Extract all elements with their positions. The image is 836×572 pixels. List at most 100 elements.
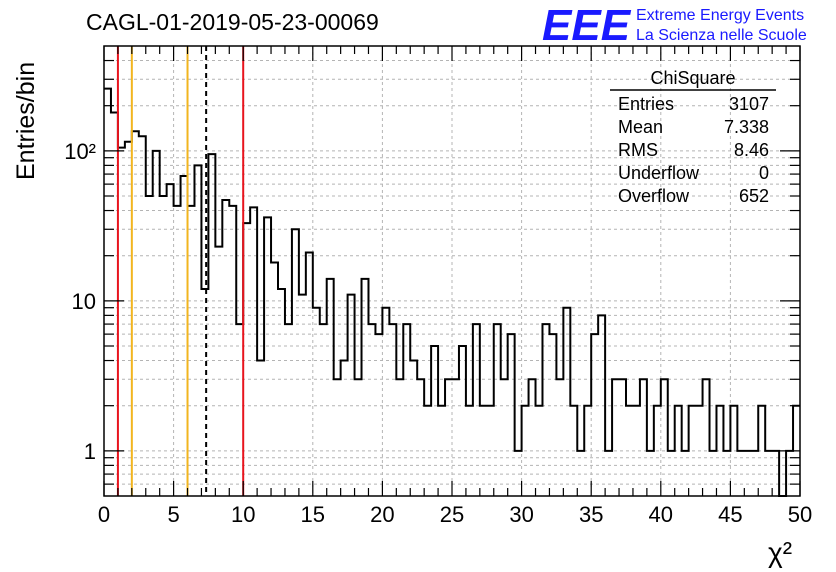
- histogram-outline: [104, 87, 800, 497]
- histogram-bin: [132, 131, 139, 496]
- histogram-bin: [278, 289, 285, 496]
- x-tick-label: 35: [579, 502, 603, 527]
- histogram-bin: [480, 406, 487, 496]
- histogram-bin: [473, 324, 480, 496]
- histogram-bin: [682, 451, 689, 496]
- histogram-bin: [570, 406, 577, 496]
- x-tick-label: 40: [649, 502, 673, 527]
- histogram-bin: [243, 223, 250, 496]
- x-tick-label: 5: [167, 502, 179, 527]
- y-tick-label: 10²: [64, 139, 96, 164]
- histogram-bin: [556, 379, 563, 496]
- histogram-bin: [626, 406, 633, 496]
- histogram-bin: [313, 308, 320, 496]
- stats-value: 652: [739, 186, 769, 206]
- histogram-bin: [355, 379, 362, 496]
- y-tick-label: 10: [72, 289, 96, 314]
- y-axis-label: Entries/bin: [12, 62, 40, 180]
- histogram-bin: [466, 406, 473, 496]
- histogram-bin: [751, 451, 758, 496]
- histogram-bin: [118, 148, 125, 496]
- x-tick-label: 20: [370, 502, 394, 527]
- vertical-lines: [116, 46, 245, 496]
- histogram-bin: [201, 289, 208, 496]
- x-tick-labels: 0 5 10 15 20 25 30 35 40 45 50: [98, 502, 812, 527]
- histogram-bin: [167, 184, 174, 496]
- histogram-bin: [104, 89, 111, 496]
- histogram-bin: [438, 406, 445, 496]
- histogram-bin: [758, 406, 765, 496]
- histogram-bin: [111, 113, 118, 496]
- logo-line1: Extreme Energy Events: [636, 7, 804, 24]
- stats-label: RMS: [618, 140, 658, 160]
- histogram-bin: [508, 334, 515, 496]
- x-tick-label: 15: [301, 502, 325, 527]
- histogram-bin: [368, 324, 375, 496]
- x-tick-label: 50: [788, 502, 812, 527]
- histogram-bin: [612, 379, 619, 496]
- histogram-bin: [542, 324, 549, 496]
- stats-label: Mean: [618, 117, 663, 137]
- histogram-bin: [292, 229, 299, 496]
- histogram-bin: [737, 451, 744, 496]
- histogram-bin: [320, 324, 327, 496]
- histogram-bin: [389, 324, 396, 496]
- histogram-bin: [703, 379, 710, 496]
- histogram-bin: [236, 324, 243, 496]
- histogram-bin: [285, 324, 292, 496]
- histogram-bin: [403, 324, 410, 496]
- histogram-bin: [668, 451, 675, 496]
- histogram-bin: [591, 334, 598, 496]
- x-tick-label: 45: [718, 502, 742, 527]
- histogram-bin: [549, 334, 556, 496]
- histogram-bin: [772, 451, 779, 496]
- histogram-bin: [410, 361, 417, 496]
- histogram-bin: [153, 151, 160, 496]
- histogram-bin: [710, 451, 717, 496]
- y-tick-label: 1: [84, 439, 96, 464]
- histogram-bin: [633, 406, 640, 496]
- histogram-bin: [382, 308, 389, 496]
- histogram-bin: [577, 451, 584, 496]
- histogram-bin: [619, 379, 626, 496]
- histogram-bin: [515, 451, 522, 496]
- histogram-bin: [194, 165, 201, 496]
- histogram-bin: [174, 206, 181, 496]
- stats-label: Underflow: [618, 163, 700, 183]
- histogram-bin: [229, 206, 236, 496]
- histogram-bin: [487, 406, 494, 496]
- histogram-bin: [299, 295, 306, 496]
- histogram-bin: [222, 200, 229, 496]
- histogram-bin: [536, 406, 543, 496]
- histogram: [104, 87, 800, 497]
- histogram-bin: [125, 142, 132, 496]
- histogram-bin: [160, 196, 167, 496]
- histogram-bin: [334, 379, 341, 496]
- stats-value: 7.338: [724, 117, 769, 137]
- histogram-bin: [563, 308, 570, 496]
- histogram-bin: [341, 361, 348, 496]
- histogram-bin: [640, 379, 647, 496]
- histogram-bin: [654, 406, 661, 496]
- stats-box: ChiSquare Entries 3107 Mean 7.338 RMS 8.46 Und…: [610, 68, 776, 206]
- stats-label: Overflow: [618, 186, 690, 206]
- logo-letters: EEE: [542, 1, 632, 50]
- eee-logo: EEE Extreme Energy Events La Scienza nel…: [542, 1, 807, 50]
- histogram-bin: [501, 379, 508, 496]
- histogram-bin: [146, 196, 153, 496]
- histogram-bin: [661, 379, 668, 496]
- histogram-bin: [494, 324, 501, 496]
- x-tick-label: 30: [509, 502, 533, 527]
- stats-value: 0: [759, 163, 769, 183]
- histogram-bin: [417, 379, 424, 496]
- stats-value: 3107: [729, 94, 769, 114]
- histogram-bin: [257, 361, 264, 496]
- histogram-bin: [744, 451, 751, 496]
- histogram-bin: [215, 247, 222, 496]
- histogram-bin: [250, 207, 257, 496]
- histogram-bin: [689, 406, 696, 496]
- x-tick-label: 10: [231, 502, 255, 527]
- logo-line2: La Scienza nelle Scuole: [636, 27, 807, 44]
